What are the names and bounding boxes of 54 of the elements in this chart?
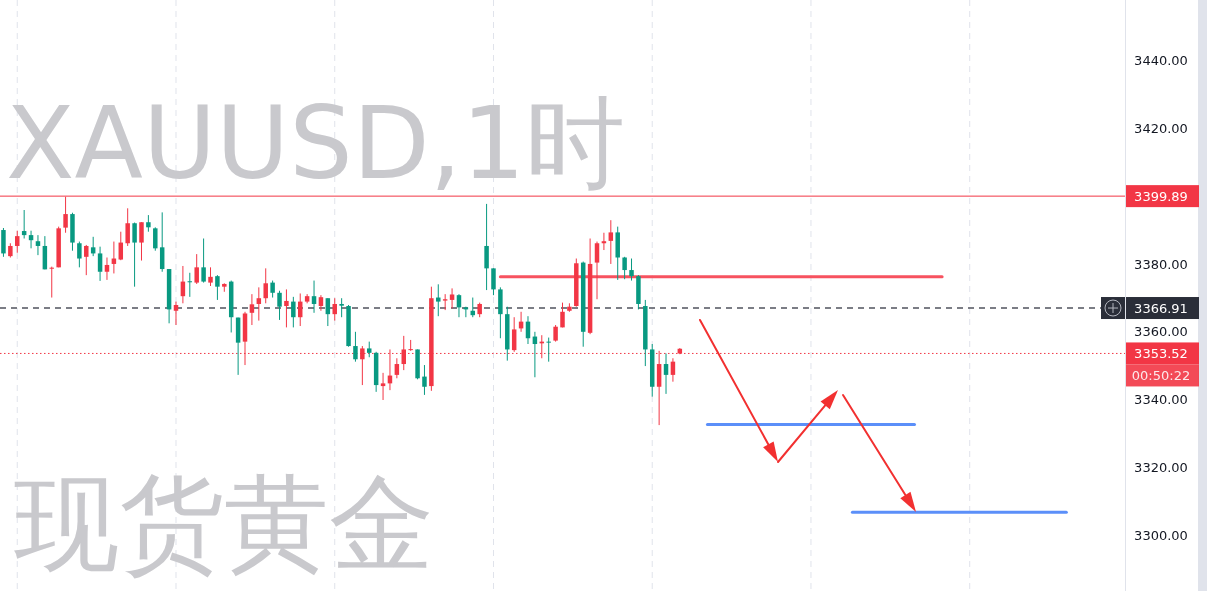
candlestick <box>35 234 41 256</box>
candlestick <box>629 258 634 282</box>
candlestick <box>256 286 262 322</box>
candlestick <box>125 207 130 247</box>
candlestick <box>15 230 20 254</box>
candlestick <box>173 301 179 326</box>
candlestick <box>201 238 206 284</box>
candlestick <box>663 353 669 395</box>
y-tick-label: 3420.00 <box>1134 120 1188 136</box>
candlestick <box>449 287 455 309</box>
y-tick-label: 3360.00 <box>1134 324 1188 340</box>
ref-line-label: 3366.91 <box>1134 301 1188 317</box>
candlestick <box>436 283 441 317</box>
candlestick <box>546 337 551 363</box>
candlestick <box>394 357 400 379</box>
candlestick <box>249 293 255 326</box>
candlestick <box>560 302 565 328</box>
candlestick <box>491 267 496 296</box>
candlestick <box>77 241 82 268</box>
y-tick-label: 3300.00 <box>1134 528 1188 544</box>
candlestick <box>353 331 358 363</box>
candlestick <box>104 257 110 281</box>
candlestick <box>194 253 199 285</box>
candlestick <box>484 203 489 291</box>
candlestick <box>380 372 386 401</box>
candlestick <box>284 288 289 328</box>
candlestick <box>291 296 296 328</box>
candlestick <box>622 256 627 280</box>
candlestick <box>139 221 144 262</box>
candlestick <box>608 219 614 265</box>
y-tick-label: 3440.00 <box>1134 53 1188 69</box>
candlestick <box>1 227 6 258</box>
candlestick <box>159 211 165 273</box>
candlestick <box>132 222 137 288</box>
candlestick <box>215 274 220 301</box>
y-tick-label: 3320.00 <box>1134 460 1188 476</box>
candlestick <box>339 297 344 318</box>
candlestick <box>277 290 282 321</box>
candlestick <box>97 246 103 282</box>
candlestick <box>511 316 517 353</box>
y-tick-label: 3340.00 <box>1134 392 1188 408</box>
y-tick-label: 3380.00 <box>1134 256 1188 272</box>
candlestick <box>263 267 268 304</box>
candlestick <box>153 226 158 252</box>
candlestick <box>84 244 89 276</box>
candlestick <box>408 339 413 352</box>
candlestick <box>332 297 337 322</box>
ref-line-label: 3353.52 <box>1134 346 1188 362</box>
candlestick <box>422 364 427 396</box>
candlestick <box>208 266 213 287</box>
ref-line-label: 3399.89 <box>1134 189 1188 205</box>
candlestick <box>311 280 317 314</box>
text: 00:50:22 <box>1131 368 1191 384</box>
candlestick <box>594 241 600 300</box>
